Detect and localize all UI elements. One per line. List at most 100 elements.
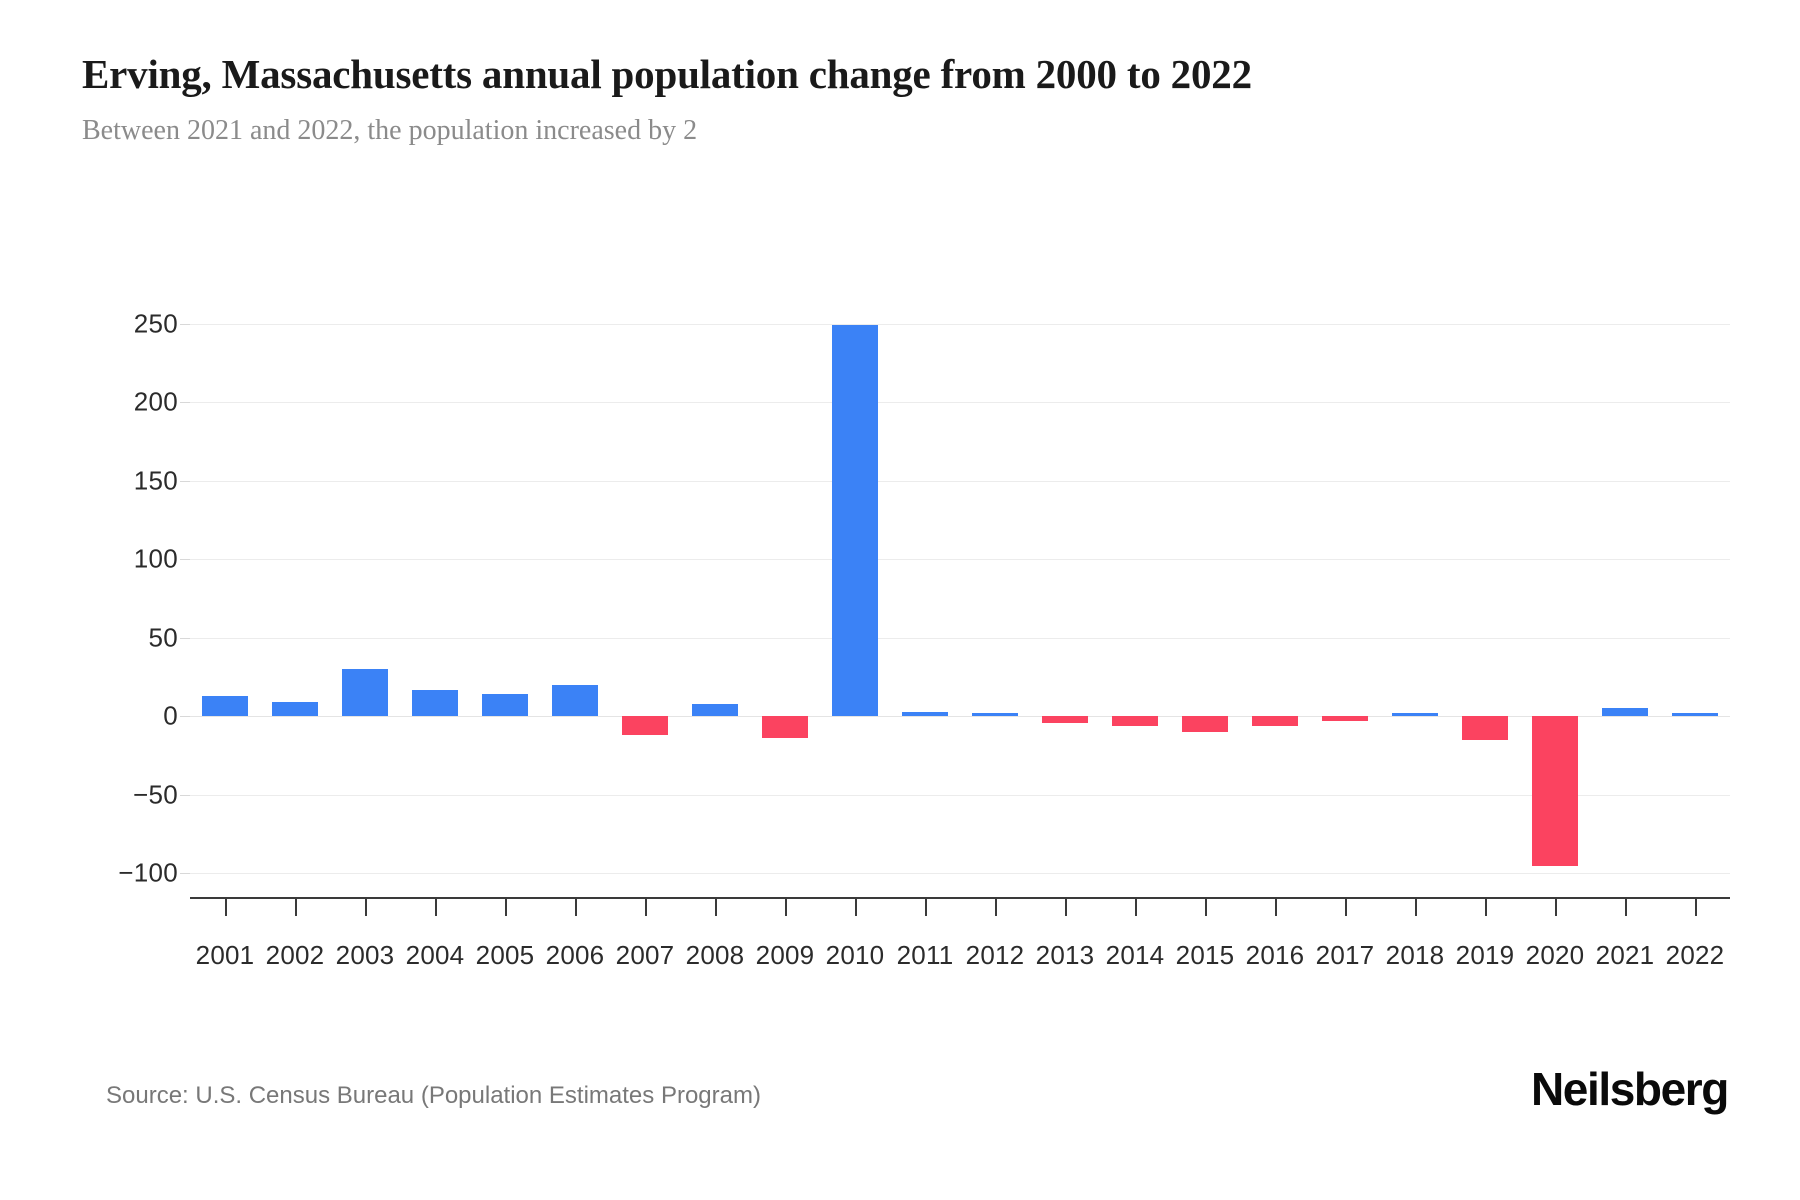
y-axis-label: 250	[133, 308, 178, 339]
bar-2019[interactable]	[1461, 716, 1509, 740]
bar-2015[interactable]	[1181, 716, 1229, 733]
bar-layer	[190, 300, 1730, 897]
x-axis-tick	[575, 899, 577, 916]
x-axis-tick	[1695, 899, 1697, 916]
y-axis-tick-dash	[180, 480, 190, 482]
x-axis-label-2010: 2010	[825, 940, 885, 970]
page-title: Erving, Massachusetts annual population …	[82, 51, 1252, 97]
x-axis-label-2012: 2012	[965, 940, 1025, 970]
x-axis-label-2005: 2005	[475, 940, 535, 970]
y-axis-label: −50	[132, 779, 178, 810]
y-axis-tick-dash	[180, 323, 190, 325]
gridline-150	[190, 480, 1730, 482]
y-axis-label: 0	[163, 700, 178, 731]
x-axis-label-2022: 2022	[1665, 940, 1725, 970]
x-axis-label-2018: 2018	[1385, 940, 1445, 970]
bar-2020[interactable]	[1531, 716, 1579, 866]
gridline-250	[190, 323, 1730, 325]
y-axis-tick-dash	[180, 716, 190, 718]
x-axis-label-2007: 2007	[615, 940, 675, 970]
source-note: Source: U.S. Census Bureau (Population E…	[106, 1082, 761, 1109]
y-axis-label: 50	[148, 622, 178, 653]
y-axis-tick-dash	[180, 794, 190, 796]
bar-2022[interactable]	[1671, 713, 1719, 717]
gridline-layer	[190, 300, 1730, 897]
x-axis-label-2004: 2004	[405, 940, 465, 970]
x-axis-tick	[225, 899, 227, 916]
x-axis-label-2006: 2006	[545, 940, 605, 970]
y-axis-tick-dash	[180, 559, 190, 561]
x-axis-tick	[505, 899, 507, 916]
bar-2014[interactable]	[1111, 716, 1159, 726]
x-axis-tick	[1415, 899, 1417, 916]
bar-2021[interactable]	[1601, 708, 1649, 717]
bar-2013[interactable]	[1041, 716, 1089, 723]
gridline-neg100	[190, 873, 1730, 875]
bar-2006[interactable]	[551, 684, 599, 717]
y-axis-tick-dash	[180, 873, 190, 875]
gridline-100	[190, 559, 1730, 561]
x-axis-label-2021: 2021	[1595, 940, 1655, 970]
bar-2007[interactable]	[621, 716, 669, 736]
bar-2017[interactable]	[1321, 716, 1369, 722]
gridline-neg50	[190, 794, 1730, 796]
bar-2001[interactable]	[201, 695, 249, 717]
bar-2010[interactable]	[831, 325, 879, 717]
bar-2016[interactable]	[1251, 716, 1299, 726]
x-axis-tick	[1065, 899, 1067, 916]
y-axis-label: 150	[133, 465, 178, 496]
x-axis-tick	[785, 899, 787, 916]
x-axis-label-2013: 2013	[1035, 940, 1095, 970]
x-axis-line	[190, 897, 1730, 899]
bar-2003[interactable]	[341, 669, 389, 717]
x-axis-tick	[995, 899, 997, 916]
x-axis-tick	[1135, 899, 1137, 916]
x-axis-tick	[1345, 899, 1347, 916]
x-axis-tick	[645, 899, 647, 916]
x-axis-label-2016: 2016	[1245, 940, 1305, 970]
x-axis-tick	[1625, 899, 1627, 916]
gridline-0	[190, 716, 1730, 718]
bar-2004[interactable]	[411, 689, 459, 717]
bar-2005[interactable]	[481, 694, 529, 717]
x-axis-tick	[1485, 899, 1487, 916]
gridline-200	[190, 402, 1730, 404]
x-axis-label-2014: 2014	[1105, 940, 1165, 970]
x-axis-tick	[435, 899, 437, 916]
brand-logo: Neilsberg	[1530, 1063, 1729, 1115]
x-axis-tick	[365, 899, 367, 916]
chart-subtitle: Between 2021 and 2022, the population in…	[82, 115, 698, 147]
bar-2011[interactable]	[901, 711, 949, 717]
bar-2002[interactable]	[271, 702, 319, 717]
x-axis-tick	[715, 899, 717, 916]
bar-2009[interactable]	[761, 716, 809, 739]
x-axis-tick	[295, 899, 297, 916]
y-axis-label: 100	[133, 543, 178, 574]
x-axis-label-2001: 2001	[195, 940, 255, 970]
y-axis-label: −100	[118, 857, 178, 888]
x-axis-label-2002: 2002	[265, 940, 325, 970]
x-axis-label-2003: 2003	[335, 940, 395, 970]
bar-2012[interactable]	[971, 713, 1019, 717]
chart-header: Erving, Massachusetts annual population …	[82, 50, 1722, 148]
x-axis-label-2009: 2009	[755, 940, 815, 970]
bar-2018[interactable]	[1391, 713, 1439, 717]
y-axis-tick-dash	[180, 402, 190, 404]
x-axis-label-2020: 2020	[1525, 940, 1585, 970]
y-axis-label: 200	[133, 386, 178, 417]
x-axis-label-2015: 2015	[1175, 940, 1235, 970]
x-axis-label-2008: 2008	[685, 940, 745, 970]
x-axis-tick	[1205, 899, 1207, 916]
x-axis-label-2011: 2011	[896, 940, 954, 970]
x-axis-label-2019: 2019	[1455, 940, 1515, 970]
y-axis-tick-dash	[180, 637, 190, 639]
x-axis-tick	[1555, 899, 1557, 916]
gridline-50	[190, 637, 1730, 639]
x-axis-label-2017: 2017	[1315, 940, 1375, 970]
x-axis-tick	[855, 899, 857, 916]
x-axis-tick	[1275, 899, 1277, 916]
x-axis-tick	[925, 899, 927, 916]
bar-2008[interactable]	[691, 703, 739, 717]
